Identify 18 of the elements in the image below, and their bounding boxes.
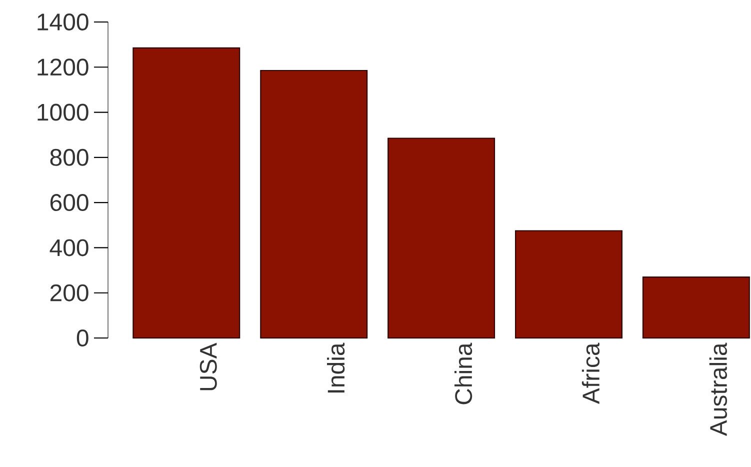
- x-tick-label: Africa: [582, 342, 600, 404]
- bar: [388, 138, 496, 339]
- y-tick-label: 1200: [38, 58, 88, 76]
- y-tick-label: 0: [76, 329, 88, 346]
- x-tick-label: Australia: [709, 342, 728, 436]
- x-tick-label: India: [327, 342, 345, 393]
- bar: [642, 276, 750, 339]
- bar: [260, 70, 368, 339]
- y-tick-label: 400: [50, 239, 88, 256]
- y-tick-label: 800: [50, 148, 88, 166]
- y-tick-label: 1400: [38, 13, 88, 30]
- bar: [515, 230, 622, 339]
- y-tick-label: 200: [50, 284, 88, 302]
- bar: [132, 47, 240, 339]
- y-tick-label: 600: [50, 194, 88, 212]
- x-tick-label: China: [454, 342, 472, 404]
- x-tick-label: USA: [200, 342, 217, 390]
- y-tick-label: 1000: [38, 104, 88, 121]
